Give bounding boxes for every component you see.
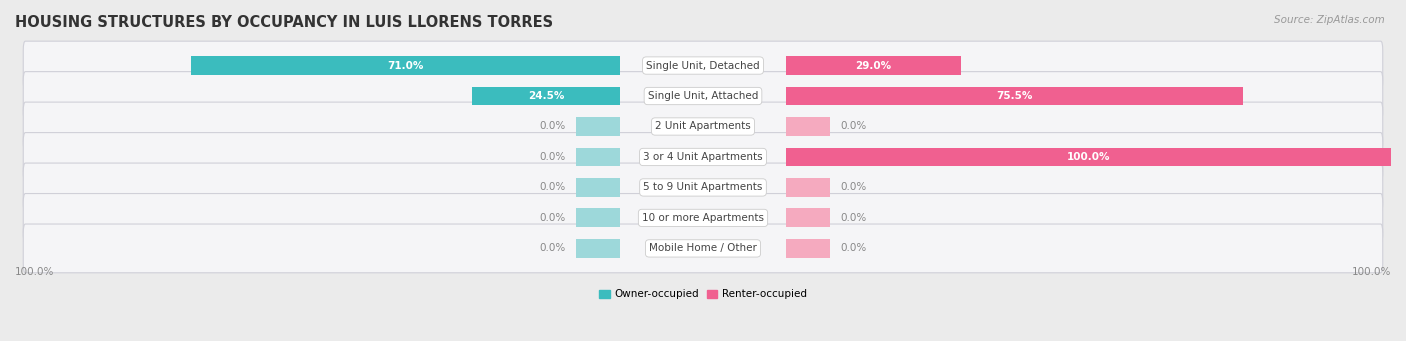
Text: 75.5%: 75.5% (995, 91, 1032, 101)
Text: 0.0%: 0.0% (841, 121, 868, 132)
Bar (786, 208, 831, 227)
Text: 10 or more Apartments: 10 or more Apartments (643, 213, 763, 223)
Bar (575, 178, 620, 197)
Text: 0.0%: 0.0% (538, 121, 565, 132)
FancyBboxPatch shape (24, 163, 1382, 212)
Text: Mobile Home / Other: Mobile Home / Other (650, 243, 756, 253)
Bar (575, 117, 620, 136)
Text: 0.0%: 0.0% (538, 182, 565, 192)
Bar (786, 56, 962, 75)
Text: 29.0%: 29.0% (855, 61, 891, 71)
Text: 5 to 9 Unit Apartments: 5 to 9 Unit Apartments (644, 182, 762, 192)
Text: 3 or 4 Unit Apartments: 3 or 4 Unit Apartments (643, 152, 763, 162)
FancyBboxPatch shape (24, 72, 1382, 120)
Text: 0.0%: 0.0% (841, 182, 868, 192)
Bar (575, 208, 620, 227)
FancyBboxPatch shape (24, 133, 1382, 181)
Text: 0.0%: 0.0% (841, 213, 868, 223)
Text: Single Unit, Attached: Single Unit, Attached (648, 91, 758, 101)
Bar (786, 148, 1391, 166)
FancyBboxPatch shape (24, 102, 1382, 151)
Text: 0.0%: 0.0% (538, 213, 565, 223)
Text: 0.0%: 0.0% (841, 243, 868, 253)
Text: 100.0%: 100.0% (15, 267, 55, 277)
Bar (786, 239, 831, 258)
FancyBboxPatch shape (24, 224, 1382, 273)
Text: 24.5%: 24.5% (529, 91, 564, 101)
FancyBboxPatch shape (24, 194, 1382, 242)
Text: Source: ZipAtlas.com: Source: ZipAtlas.com (1274, 15, 1385, 25)
Bar (786, 87, 1243, 105)
Text: HOUSING STRUCTURES BY OCCUPANCY IN LUIS LLORENS TORRES: HOUSING STRUCTURES BY OCCUPANCY IN LUIS … (15, 15, 553, 30)
Text: 0.0%: 0.0% (538, 152, 565, 162)
Text: 100.0%: 100.0% (1351, 267, 1391, 277)
FancyBboxPatch shape (24, 41, 1382, 90)
Text: 71.0%: 71.0% (387, 61, 423, 71)
Bar (786, 117, 831, 136)
Text: 100.0%: 100.0% (1067, 152, 1109, 162)
Bar (575, 239, 620, 258)
Legend: Owner-occupied, Renter-occupied: Owner-occupied, Renter-occupied (599, 289, 807, 299)
Text: Single Unit, Detached: Single Unit, Detached (647, 61, 759, 71)
Text: 2 Unit Apartments: 2 Unit Apartments (655, 121, 751, 132)
Bar (472, 87, 620, 105)
Bar (575, 148, 620, 166)
Text: 0.0%: 0.0% (538, 243, 565, 253)
Bar (786, 178, 831, 197)
Bar (191, 56, 620, 75)
